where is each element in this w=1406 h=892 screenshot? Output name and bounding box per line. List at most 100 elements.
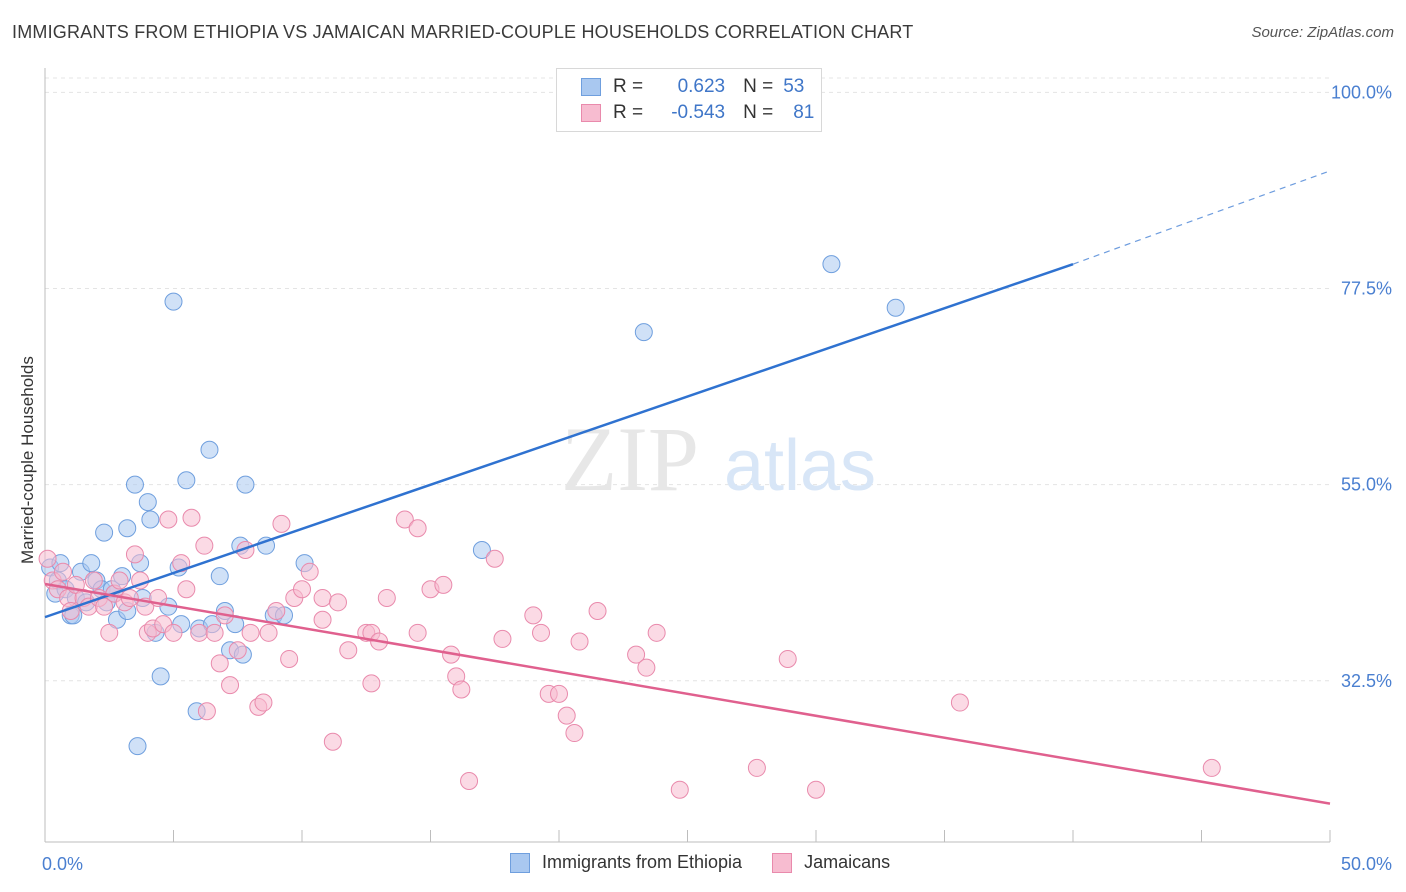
x-tick-label: 50.0% [1341,854,1392,874]
point-jamaicans [647,623,666,642]
point-jamaicans [588,602,607,621]
point-jamaicans [1202,758,1221,777]
point-jamaicans [452,680,471,699]
point-ethiopia [177,471,196,490]
point-jamaicans [950,693,969,712]
point-jamaicans [267,602,286,621]
legend-item-ethiopia[interactable]: Immigrants from Ethiopia [510,852,742,873]
point-jamaicans [197,702,216,721]
point-ethiopia [236,475,255,494]
point-jamaicans [377,588,396,607]
point-ethiopia [141,510,160,529]
point-jamaicans [532,623,551,642]
point-jamaicans [280,649,299,668]
point-jamaicans [254,693,273,712]
point-ethiopia [125,475,144,494]
point-ethiopia [164,292,183,311]
legend-row-jamaicans: R = -0.543 N = 81 [581,100,814,126]
y-tick-label: 32.5% [1341,671,1392,691]
point-jamaicans [100,623,119,642]
point-jamaicans [550,684,568,703]
point-ethiopia [822,255,841,274]
point-ethiopia [472,541,491,560]
trend-lines [44,170,1331,805]
point-jamaicans [395,510,414,529]
point-jamaicans [95,597,114,616]
point-jamaicans [778,649,797,668]
point-ethiopia [118,519,137,538]
point-jamaicans [241,623,260,642]
n-value: 81 [793,102,815,123]
legend-swatch-ethiopia [510,852,530,873]
point-jamaicans [293,580,311,599]
legend-label-ethiopia: Immigrants from Ethiopia [542,852,743,872]
point-jamaicans [205,623,224,642]
point-jamaicans [177,580,196,599]
legend-swatch-ethiopia [581,78,601,96]
trend-line-jamaicans [44,582,1331,805]
n-label: N = [743,102,774,123]
point-jamaicans [362,674,381,693]
point-jamaicans [272,514,291,533]
point-ethiopia [634,323,653,342]
point-ethiopia [82,554,101,573]
point-jamaicans [627,645,646,664]
point-jamaicans [807,780,825,799]
point-jamaicans [323,732,342,751]
y-tick-label: 77.5% [1341,279,1392,299]
point-ethiopia [210,567,229,586]
point-ethiopia [128,737,147,756]
point-jamaicans [182,508,201,527]
point-jamaicans [300,562,319,581]
point-jamaicans [164,623,183,642]
point-jamaicans [637,658,656,677]
legend-label-jamaicans: Jamaicans [804,852,891,872]
point-jamaicans [485,549,504,568]
stats-legend: R = 0.623 N = 53 R = -0.543 N = 81 [556,68,822,132]
point-jamaicans [557,706,576,725]
point-jamaicans [228,641,247,660]
point-jamaicans [210,654,229,673]
legend-row-ethiopia: R = 0.623 N = 53 [581,74,804,100]
point-jamaicans [408,519,427,538]
point-ethiopia [95,523,114,542]
point-ethiopia [151,667,170,686]
point-jamaicans [125,545,144,564]
point-jamaicans [313,610,332,629]
point-jamaicans [570,632,589,651]
point-jamaicans [747,758,766,777]
legend-item-jamaicans[interactable]: Jamaicans [772,852,890,873]
chart-title: IMMIGRANTS FROM ETHIOPIA VS JAMAICAN MAR… [12,22,914,42]
y-tick-label: 100.0% [1331,82,1392,102]
legend-swatch-jamaicans [772,852,793,873]
watermark-zip: ZIP [561,408,699,510]
point-jamaicans [38,549,57,568]
point-jamaicans [670,780,689,799]
point-jamaicans [159,510,178,529]
trend-line-ethiopia [44,262,1074,619]
point-jamaicans [524,606,543,625]
n-value: 53 [783,76,805,97]
point-jamaicans [339,641,358,660]
point-jamaicans [460,771,479,790]
point-jamaicans [53,562,72,581]
r-value: 0.623 [677,76,726,97]
n-label: N = [743,76,774,97]
source-label: Source: ZipAtlas.com [1251,24,1394,41]
gridlines [45,77,1330,682]
axes [44,68,1331,843]
point-jamaicans [110,571,129,590]
point-jamaicans [493,629,512,648]
point-ethiopia [200,440,219,459]
point-jamaicans [221,676,240,695]
data-points [38,255,1221,799]
r-label: R = [613,76,644,97]
point-ethiopia [138,493,157,512]
point-jamaicans [313,588,332,607]
point-jamaicans [565,724,584,743]
tick-labels: 32.5% 55.0% 77.5% 100.0% 0.0% 50.0% [42,82,1392,874]
point-jamaicans [408,623,427,642]
point-jamaicans [434,575,453,594]
point-jamaicans [190,623,209,642]
